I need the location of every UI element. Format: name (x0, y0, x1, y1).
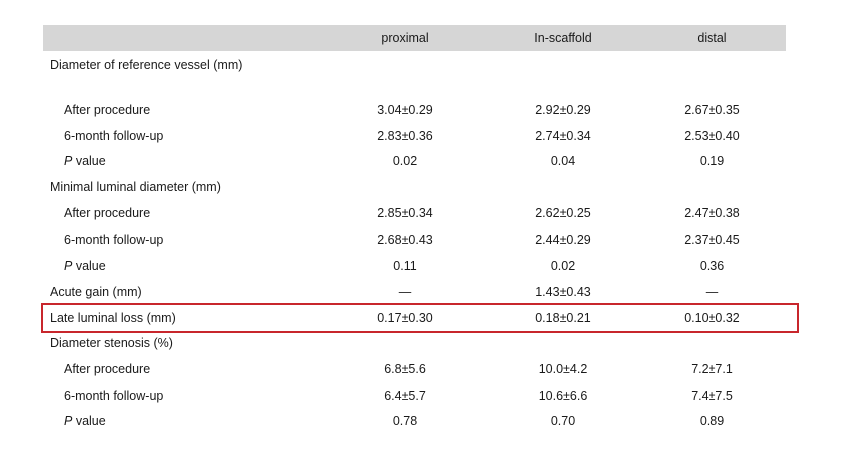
cell-in-scaffold: 2.44±0.29 (535, 233, 591, 247)
cell-distal: 0.36 (699, 259, 725, 273)
cell-in-scaffold: 0.02 (550, 259, 576, 273)
row-label: Late luminal loss (mm) (50, 311, 176, 325)
column-header-in-scaffold: In-scaffold (534, 31, 592, 45)
cell-in-scaffold: 0.70 (550, 414, 576, 428)
row-label: Diameter stenosis (%) (50, 336, 173, 350)
cell-proximal: 2.68±0.43 (377, 233, 433, 247)
cell-distal: 0.10±0.32 (684, 311, 740, 325)
cell-distal: 2.37±0.45 (684, 233, 740, 247)
row-label: After procedure (64, 103, 151, 117)
row-label: 6-month follow-up (64, 389, 164, 403)
cell-proximal: 2.83±0.36 (377, 129, 433, 143)
cell-distal: 2.67±0.35 (684, 103, 740, 117)
cell-proximal: 6.4±5.7 (384, 389, 426, 403)
row-label: After procedure (64, 362, 151, 376)
cell-proximal: 0.11 (393, 259, 417, 273)
cell-in-scaffold: 10.0±4.2 (538, 362, 588, 376)
cell-in-scaffold: 0.04 (550, 154, 576, 168)
cell-proximal: 0.02 (392, 154, 418, 168)
row-label: P value (64, 414, 106, 428)
row-label: 6-month follow-up (64, 129, 164, 143)
column-header-proximal: proximal (381, 31, 429, 45)
cell-proximal: 0.17±0.30 (377, 311, 433, 325)
cell-proximal: 3.04±0.29 (377, 103, 433, 117)
table-header-band (43, 25, 786, 51)
cell-distal: 2.53±0.40 (684, 129, 740, 143)
row-label: 6-month follow-up (64, 233, 164, 247)
cell-proximal: 0.78 (392, 414, 418, 428)
cell-distal: 0.19 (699, 154, 725, 168)
cell-distal: 7.4±7.5 (691, 389, 733, 403)
cell-distal: — (705, 285, 719, 299)
cell-in-scaffold: 0.18±0.21 (535, 311, 591, 325)
cell-in-scaffold: 1.43±0.43 (535, 285, 591, 299)
cell-proximal: — (398, 285, 412, 299)
cell-in-scaffold: 2.74±0.34 (535, 129, 591, 143)
column-header-distal: distal (697, 31, 727, 45)
cell-distal: 7.2±7.1 (691, 362, 733, 376)
row-label: Diameter of reference vessel (mm) (50, 58, 243, 72)
row-label: P value (64, 154, 106, 168)
cell-proximal: 6.8±5.6 (384, 362, 426, 376)
cell-in-scaffold: 10.6±6.6 (538, 389, 588, 403)
cell-in-scaffold: 2.92±0.29 (535, 103, 591, 117)
row-label: After procedure (64, 206, 151, 220)
cell-in-scaffold: 2.62±0.25 (535, 206, 591, 220)
row-label: Minimal luminal diameter (mm) (50, 180, 221, 194)
cell-distal: 0.89 (699, 414, 725, 428)
row-label: Acute gain (mm) (50, 285, 142, 299)
highlight-box (41, 303, 799, 333)
row-label: P value (64, 259, 106, 273)
cell-distal: 2.47±0.38 (684, 206, 740, 220)
cell-proximal: 2.85±0.34 (377, 206, 433, 220)
